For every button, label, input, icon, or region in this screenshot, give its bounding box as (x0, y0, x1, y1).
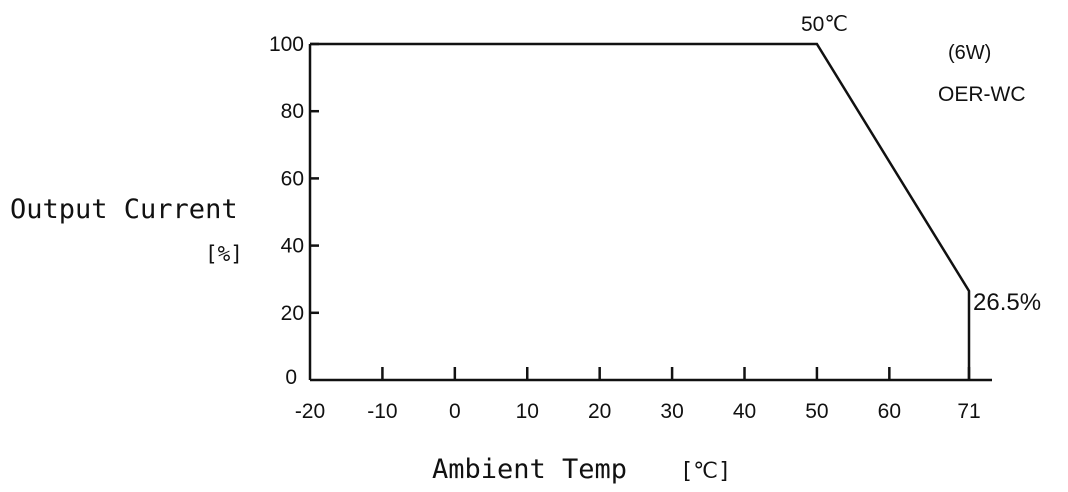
x-ticks: -20 -10 0 10 20 30 40 50 60 71 (295, 367, 981, 423)
y-tick-label: 20 (281, 302, 304, 325)
y-tick-label: 100 (269, 33, 304, 56)
derating-curve (310, 42, 971, 380)
model-power-label: (6W) (948, 42, 991, 64)
y-axis-unit-label: [%] (205, 242, 243, 266)
knee-annotation: 50℃ (801, 13, 848, 36)
axes (308, 44, 992, 382)
x-tick-label: -20 (295, 400, 325, 423)
y-tick-label: 0 (285, 366, 297, 389)
model-name-label: OER-WC (938, 83, 1026, 106)
x-tick-label: 20 (588, 400, 611, 423)
x-tick-label: 60 (878, 400, 901, 423)
y-tick-label: 80 (281, 100, 304, 123)
x-tick-label: 50 (805, 400, 828, 423)
x-axis-label: Ambient Temp (432, 454, 627, 485)
x-tick-label: 0 (449, 400, 461, 423)
y-tick-label: 40 (281, 235, 304, 258)
x-tick-label: 40 (733, 400, 756, 423)
x-axis-unit-label: [℃] (680, 459, 731, 484)
end-value-annotation: 26.5% (973, 289, 1041, 316)
x-tick-label: 71 (957, 400, 980, 423)
series-layer (310, 42, 971, 380)
y-axis-label: Output Current (10, 194, 238, 225)
y-ticks: 0 20 40 60 80 100 (269, 33, 319, 389)
x-tick-label: -10 (367, 400, 397, 423)
y-tick-label: 60 (281, 167, 304, 190)
x-tick-label: 30 (660, 400, 683, 423)
x-tick-label: 10 (516, 400, 539, 423)
